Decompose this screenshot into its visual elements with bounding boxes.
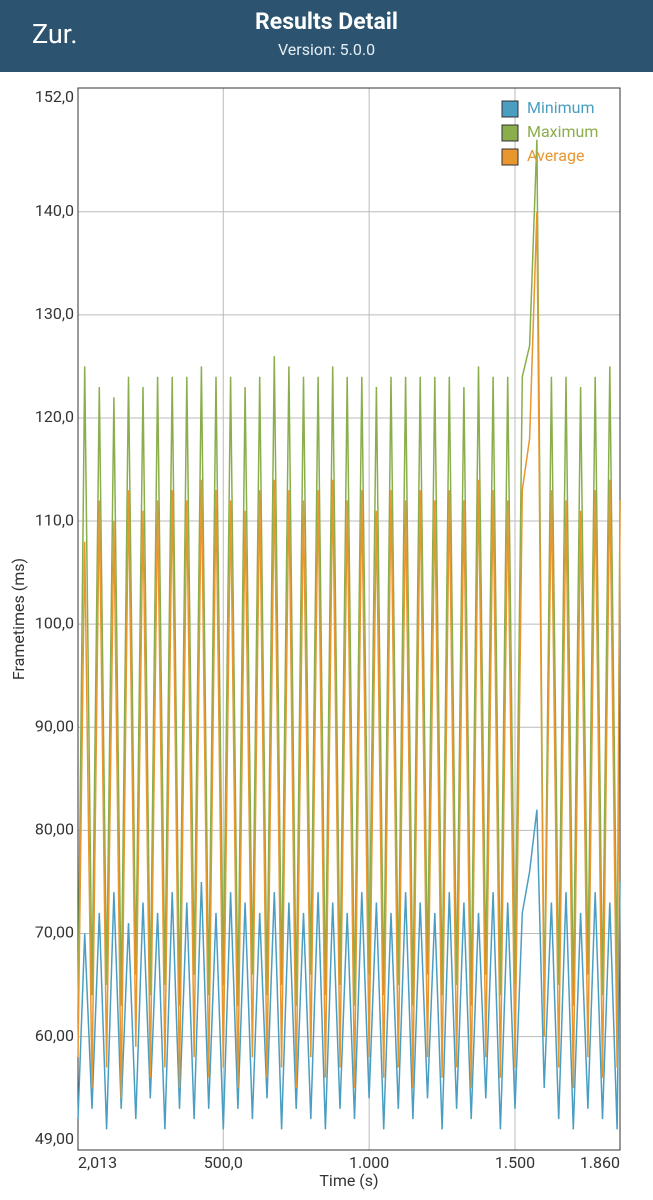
legend-label: Minimum (527, 98, 594, 117)
x-axis-title: Time (s) (319, 1171, 378, 1190)
legend-label: Average (527, 146, 584, 165)
subtitle: Version: 5.0.0 (277, 40, 376, 59)
x-tick-label: 2,013 (78, 1153, 117, 1172)
y-tick-label: 80,00 (35, 820, 74, 839)
legend-label: Maximum (527, 122, 598, 141)
x-tick-label: 1.860 (580, 1153, 620, 1172)
y-tick-label: 120,0 (35, 407, 74, 426)
legend-swatch (501, 148, 519, 166)
y-tick-label: 100,0 (35, 613, 74, 632)
y-tick-label: 152,0 (35, 87, 74, 106)
series-line (77, 809, 621, 1130)
x-tick-label: 1.500 (495, 1153, 535, 1172)
legend-swatch (501, 100, 519, 118)
legend-swatch (501, 124, 519, 142)
y-axis-title: Frametimes (ms) (9, 558, 28, 680)
y-tick-label: 49,00 (35, 1129, 74, 1148)
x-tick-label: 1.000 (349, 1153, 389, 1172)
back-button[interactable]: Zur. (32, 18, 78, 50)
series-line (77, 139, 621, 1017)
header: Zur. Results Detail Version: 5.0.0 (0, 0, 653, 72)
title: Results Detail (255, 8, 398, 35)
y-tick-label: 90,00 (35, 716, 74, 735)
y-tick-label: 140,0 (35, 201, 74, 220)
y-tick-label: 130,0 (35, 304, 74, 323)
y-tick-label: 110,0 (35, 510, 74, 529)
chart: Frametimes (ms) Time (s) 152,0 140,0 130,0… (9, 87, 621, 1190)
y-tick-label: 60,00 (35, 1026, 74, 1045)
series-line (77, 211, 621, 1099)
y-tick-label: 70,00 (35, 923, 74, 942)
x-tick-label: 500,0 (204, 1153, 243, 1172)
